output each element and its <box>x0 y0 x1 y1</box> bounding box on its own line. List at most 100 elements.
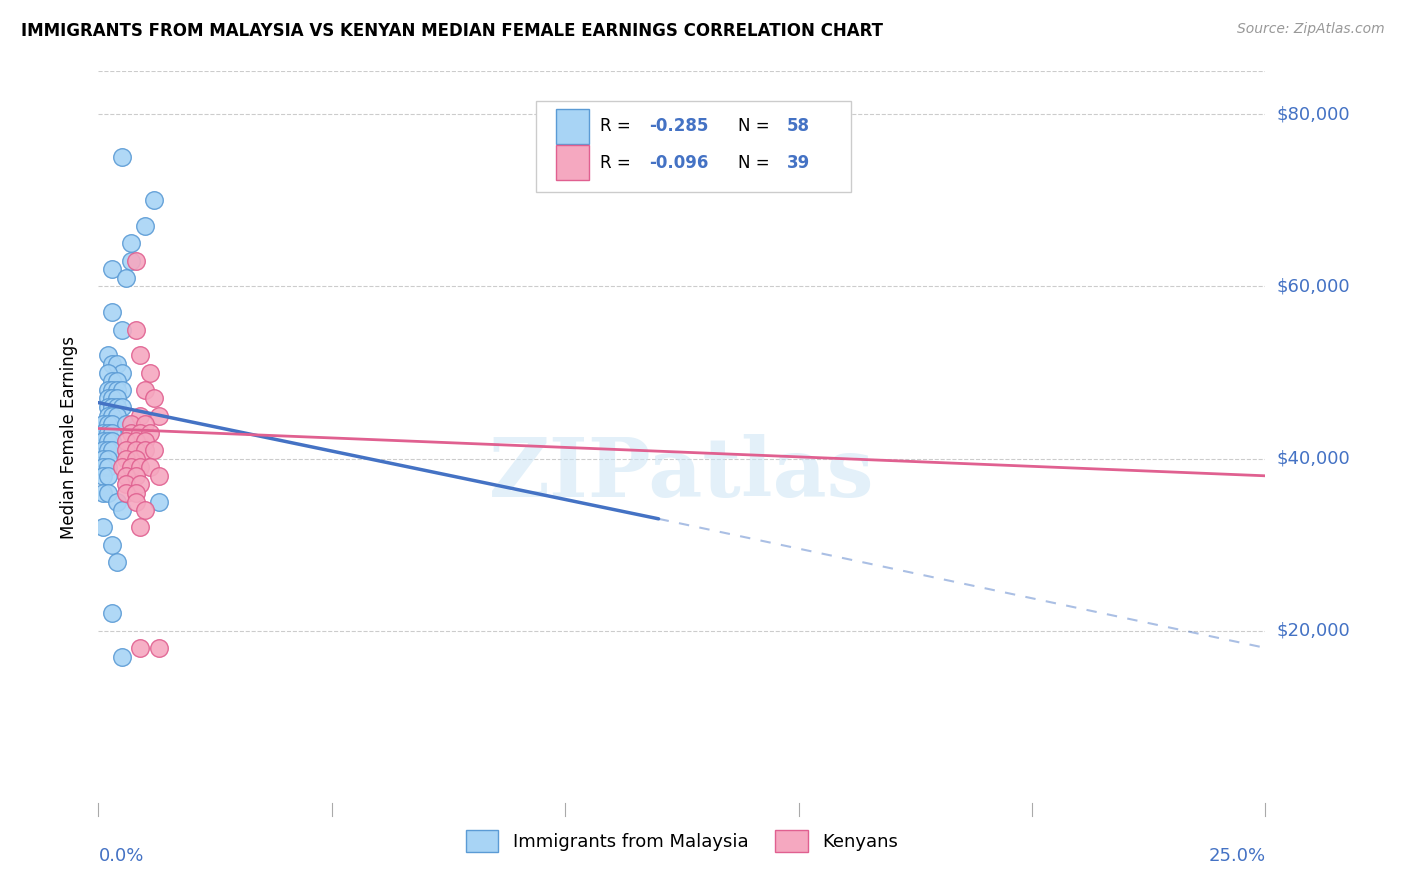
Point <box>125 253 148 268</box>
Text: 39: 39 <box>787 153 810 172</box>
Point <box>125 434 148 449</box>
Text: R =: R = <box>600 117 637 136</box>
Point <box>91 486 114 500</box>
Point <box>129 425 152 440</box>
Point <box>91 434 114 449</box>
Text: 0.0%: 0.0% <box>98 847 143 864</box>
Point <box>111 400 134 414</box>
Point <box>97 348 120 362</box>
Text: N =: N = <box>738 153 775 172</box>
Point <box>143 392 166 406</box>
Point <box>148 640 170 655</box>
FancyBboxPatch shape <box>555 109 589 144</box>
Point <box>125 468 148 483</box>
Point <box>97 383 120 397</box>
Point <box>105 374 128 388</box>
Point <box>129 477 152 491</box>
Point <box>115 271 138 285</box>
Point <box>120 253 142 268</box>
Point <box>129 348 152 362</box>
Text: -0.096: -0.096 <box>650 153 709 172</box>
Point <box>101 383 124 397</box>
Text: $40,000: $40,000 <box>1277 450 1350 467</box>
Point <box>101 305 124 319</box>
Y-axis label: Median Female Earnings: Median Female Earnings <box>59 335 77 539</box>
Point <box>101 374 124 388</box>
Point <box>101 400 124 414</box>
Point <box>148 468 170 483</box>
Point <box>120 425 142 440</box>
Point <box>129 640 152 655</box>
Point <box>143 442 166 457</box>
Point <box>97 400 120 414</box>
Point <box>120 460 142 475</box>
Point <box>134 503 156 517</box>
Point <box>97 486 120 500</box>
Point <box>111 150 134 164</box>
Point <box>101 409 124 423</box>
Point <box>148 494 170 508</box>
Point <box>134 434 156 449</box>
Point <box>111 383 134 397</box>
Point <box>91 451 114 466</box>
Point <box>97 460 120 475</box>
Point <box>101 434 124 449</box>
Point <box>101 607 124 621</box>
Point <box>148 409 170 423</box>
Point <box>125 451 148 466</box>
Point <box>129 460 152 475</box>
Point <box>115 468 138 483</box>
Text: ZIPatlas: ZIPatlas <box>489 434 875 514</box>
FancyBboxPatch shape <box>555 145 589 180</box>
Point <box>115 442 138 457</box>
Point <box>101 442 124 457</box>
Point <box>125 486 148 500</box>
FancyBboxPatch shape <box>536 101 851 192</box>
Point <box>143 194 166 208</box>
Point <box>134 442 156 457</box>
Text: N =: N = <box>738 117 775 136</box>
Point <box>129 520 152 534</box>
Point <box>101 417 124 432</box>
Point <box>97 392 120 406</box>
Point <box>91 425 114 440</box>
Point <box>134 417 156 432</box>
Point <box>125 322 148 336</box>
Point <box>101 425 124 440</box>
Point <box>97 442 120 457</box>
Text: 25.0%: 25.0% <box>1208 847 1265 864</box>
Point <box>105 357 128 371</box>
Point <box>105 400 128 414</box>
Point <box>101 538 124 552</box>
Point <box>97 366 120 380</box>
Point <box>91 460 114 475</box>
Point <box>134 219 156 234</box>
Point <box>134 383 156 397</box>
Legend: Immigrants from Malaysia, Kenyans: Immigrants from Malaysia, Kenyans <box>458 823 905 860</box>
Point <box>125 442 148 457</box>
Point <box>91 417 114 432</box>
Point <box>91 442 114 457</box>
Point <box>97 451 120 466</box>
Text: 58: 58 <box>787 117 810 136</box>
Text: $60,000: $60,000 <box>1277 277 1350 295</box>
Point <box>139 366 162 380</box>
Point <box>97 409 120 423</box>
Point <box>120 417 142 432</box>
Point <box>105 555 128 569</box>
Point <box>105 392 128 406</box>
Text: R =: R = <box>600 153 637 172</box>
Point <box>97 468 120 483</box>
Point <box>120 236 142 251</box>
Point <box>115 486 138 500</box>
Point <box>105 409 128 423</box>
Point <box>111 649 134 664</box>
Point <box>111 503 134 517</box>
Point <box>111 322 134 336</box>
Point <box>125 494 148 508</box>
Text: $80,000: $80,000 <box>1277 105 1350 123</box>
Point <box>129 409 152 423</box>
Point <box>111 460 134 475</box>
Point <box>139 460 162 475</box>
Point <box>105 494 128 508</box>
